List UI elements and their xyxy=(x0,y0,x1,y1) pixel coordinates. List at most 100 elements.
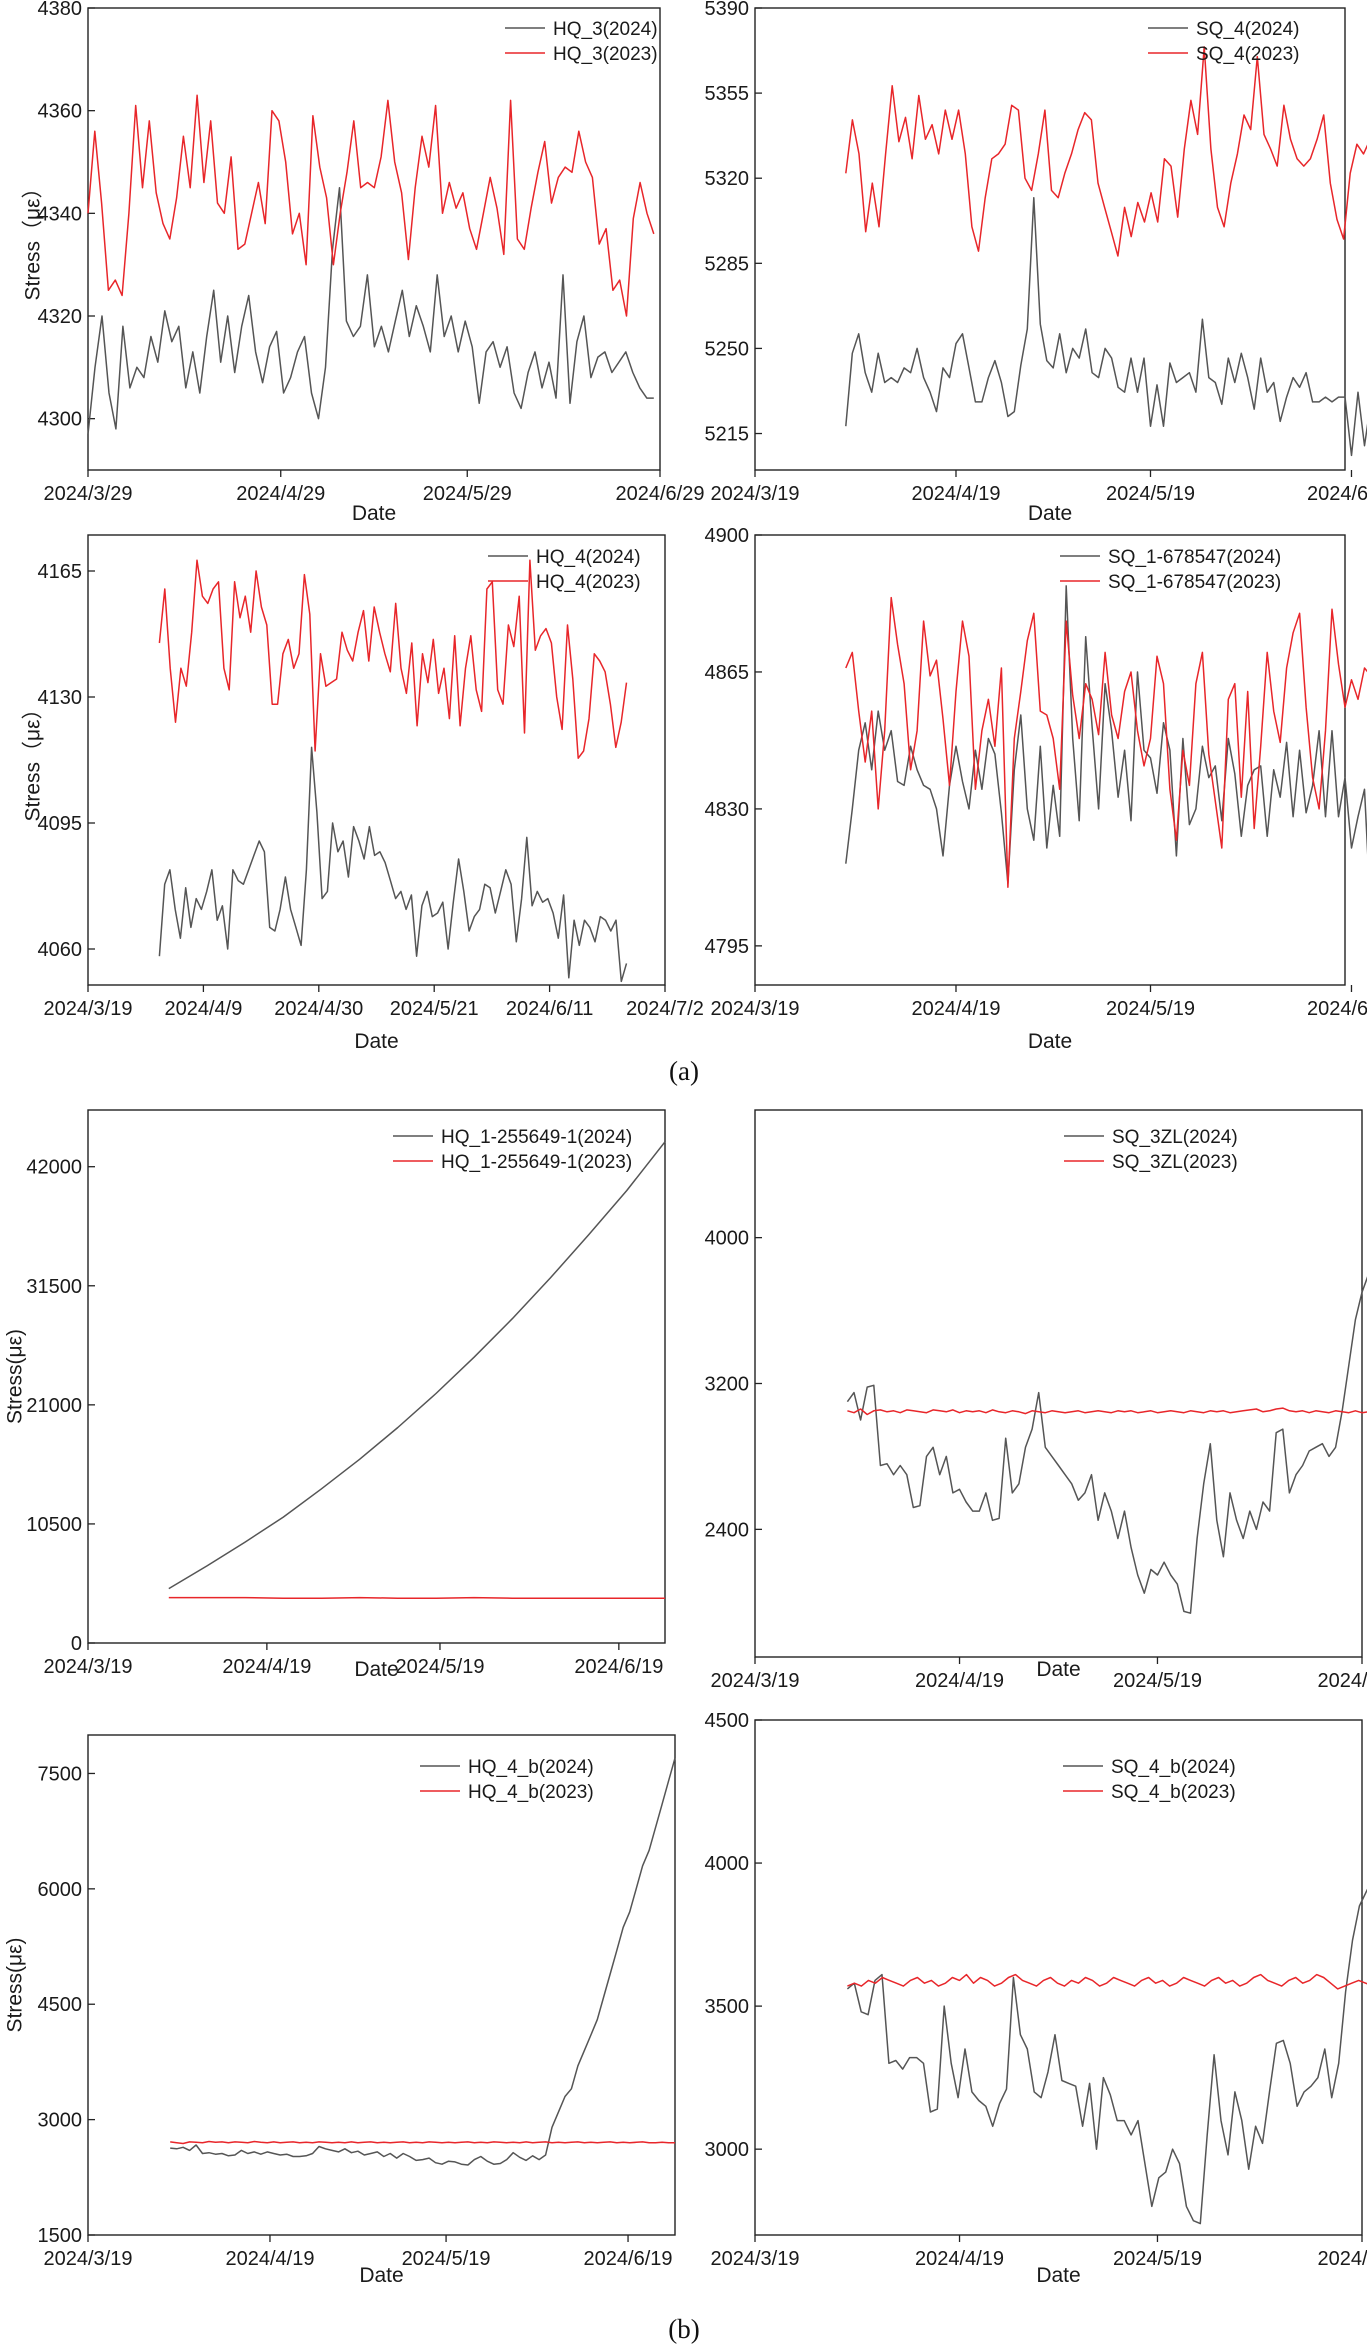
x-axis-label: Date xyxy=(354,1030,398,1053)
y-tick-label: 21000 xyxy=(26,1395,82,1417)
series-line-2024 xyxy=(170,1757,676,2166)
chart-sq4: 5215 5250 5285 5320 5355 5390 2024/3/19 2024/4/… xyxy=(705,0,1367,525)
x-tick-label: 2024/5/21 xyxy=(390,998,479,1020)
plot-frame xyxy=(87,7,661,471)
legend-label: HQ_4_b(2023) xyxy=(468,1782,594,1803)
y-tick-label: 3500 xyxy=(705,1996,750,2018)
x-tick-label: 2024/3/19 xyxy=(44,2248,133,2270)
y-tick-label: 0 xyxy=(71,1633,82,1655)
x-axis-label: Date xyxy=(1036,1658,1080,1681)
y-tick-label: 5390 xyxy=(705,0,750,20)
y-tick-label: 7500 xyxy=(38,1763,83,1785)
plot-frame xyxy=(87,1734,676,2236)
x-axis-label: Date xyxy=(1028,502,1072,525)
legend-label: SQ_4_b(2024) xyxy=(1111,1757,1236,1778)
y-tick-label: 1500 xyxy=(38,2225,83,2247)
y-tick-label: 4380 xyxy=(38,0,83,20)
legend-label: SQ_1-678547(2024) xyxy=(1108,547,1281,568)
y-tick-label: 4095 xyxy=(38,813,83,835)
y-axis-label: Stress(με) xyxy=(3,1329,26,1424)
legend-label: SQ_4_b(2023) xyxy=(1111,1782,1236,1803)
x-axis-label: Date xyxy=(352,502,396,525)
x-tick-label: 2024/3/19 xyxy=(44,998,133,1020)
x-tick-label: 2024/7/2 xyxy=(626,998,704,1020)
x-tick-label: 2024/6/19 xyxy=(584,2248,673,2270)
x-tick-label: 2024/5/19 xyxy=(402,2248,491,2270)
legend-label: HQ_4(2024) xyxy=(536,547,641,568)
series-line-2023 xyxy=(847,1407,1367,1416)
y-tick-label: 4320 xyxy=(38,306,83,328)
series-line-2024 xyxy=(845,585,1367,885)
series-line-2024 xyxy=(845,196,1367,457)
chart-sq3zl: 2400 3200 4000 2024/3/19 2024/4/19 2024/5/19 2… xyxy=(705,1109,1367,1692)
y-axis-label: Stress（με） xyxy=(21,178,44,301)
legend-label: SQ_3ZL(2023) xyxy=(1112,1152,1238,1173)
plot-frame xyxy=(754,534,1346,986)
y-tick-label: 4130 xyxy=(38,687,83,709)
legend-label: SQ_3ZL(2024) xyxy=(1112,1127,1238,1148)
x-tick-label: 2024/3/19 xyxy=(711,1670,800,1692)
series-line-2023 xyxy=(168,1596,665,1599)
y-axis-label: Stress（με） xyxy=(21,699,44,822)
x-tick-label: 2024/3/19 xyxy=(44,1656,133,1678)
x-tick-label: 2024/4/9 xyxy=(164,998,242,1020)
plot-frame xyxy=(754,1719,1363,2236)
series-line-2024 xyxy=(168,1141,666,1590)
y-tick-label: 5320 xyxy=(705,168,750,190)
x-tick-label: 2024/4/19 xyxy=(225,2248,314,2270)
x-axis-label: Date xyxy=(354,1658,398,1681)
series-line-2023 xyxy=(158,559,628,759)
series-line-2023 xyxy=(170,2140,675,2145)
y-tick-label: 3000 xyxy=(38,2110,83,2132)
legend-label: SQ_4(2023) xyxy=(1196,44,1300,65)
x-tick-label: 2024/3/19 xyxy=(711,2248,800,2270)
y-tick-label: 5215 xyxy=(705,424,750,446)
x-axis-label: Date xyxy=(1036,2264,1080,2287)
x-tick-label: 2024/5/19 xyxy=(1106,998,1195,1020)
x-tick-label: 2024/4/30 xyxy=(274,998,363,1020)
x-tick-label: 2024/6/11 xyxy=(506,998,594,1020)
y-tick-label: 42000 xyxy=(26,1157,82,1179)
caption-a: (a) xyxy=(669,1056,699,1086)
y-tick-label: 4000 xyxy=(705,1853,750,1875)
plot-frame xyxy=(87,534,666,986)
x-tick-label: 2024/6/19 xyxy=(1318,2248,1367,2270)
x-tick-label: 2024/4/19 xyxy=(915,1670,1004,1692)
series-line-2024 xyxy=(87,186,654,435)
y-tick-label: 4060 xyxy=(38,939,83,961)
chart-hq1: 0 10500 21000 31500 42000 2024/3/19 2024/4/19 2… xyxy=(3,1109,666,1681)
legend-label: HQ_4_b(2024) xyxy=(468,1757,594,1778)
series-line-2024 xyxy=(846,1276,1367,1614)
series-line-2024 xyxy=(846,1888,1367,2225)
x-tick-label: 2024/4/29 xyxy=(236,483,325,505)
x-tick-label: 2024/5/19 xyxy=(395,1656,484,1678)
y-tick-label: 3000 xyxy=(705,2139,750,2161)
x-tick-label: 2024/4/19 xyxy=(911,998,1000,1020)
x-tick-label: 2024/4/19 xyxy=(915,2248,1004,2270)
x-tick-label: 2024/6/29 xyxy=(616,483,705,505)
chart-hq3: 4300 4320 4340 4360 4380 2024/3/29 2024/4/29 20… xyxy=(21,0,704,525)
series-line-2023 xyxy=(845,46,1367,257)
y-tick-label: 4165 xyxy=(38,561,83,583)
x-axis-label: Date xyxy=(1028,1030,1072,1053)
y-tick-label: 4830 xyxy=(705,799,750,821)
x-tick-label: 2024/4/19 xyxy=(911,483,1000,505)
series-line-2024 xyxy=(158,746,628,983)
y-tick-label: 31500 xyxy=(26,1276,82,1298)
y-tick-label: 5250 xyxy=(705,338,750,360)
x-tick-label: 2024/3/29 xyxy=(44,483,133,505)
legend-label: HQ_1-255649-1(2023) xyxy=(441,1152,632,1173)
y-tick-label: 3200 xyxy=(705,1374,750,1396)
x-axis-label: Date xyxy=(359,2264,403,2287)
y-tick-label: 2400 xyxy=(705,1519,750,1541)
series-line-2023 xyxy=(845,596,1367,888)
y-tick-label: 4795 xyxy=(705,936,750,958)
x-tick-label: 2024/5/29 xyxy=(423,483,512,505)
y-tick-label: 5285 xyxy=(705,253,750,275)
y-tick-label: 10500 xyxy=(26,1514,82,1536)
x-tick-label: 2024/3/19 xyxy=(711,483,800,505)
y-tick-label: 4360 xyxy=(38,101,83,123)
legend-label: HQ_3(2023) xyxy=(553,44,658,65)
x-tick-label: 2024/6/19 xyxy=(574,1656,663,1678)
